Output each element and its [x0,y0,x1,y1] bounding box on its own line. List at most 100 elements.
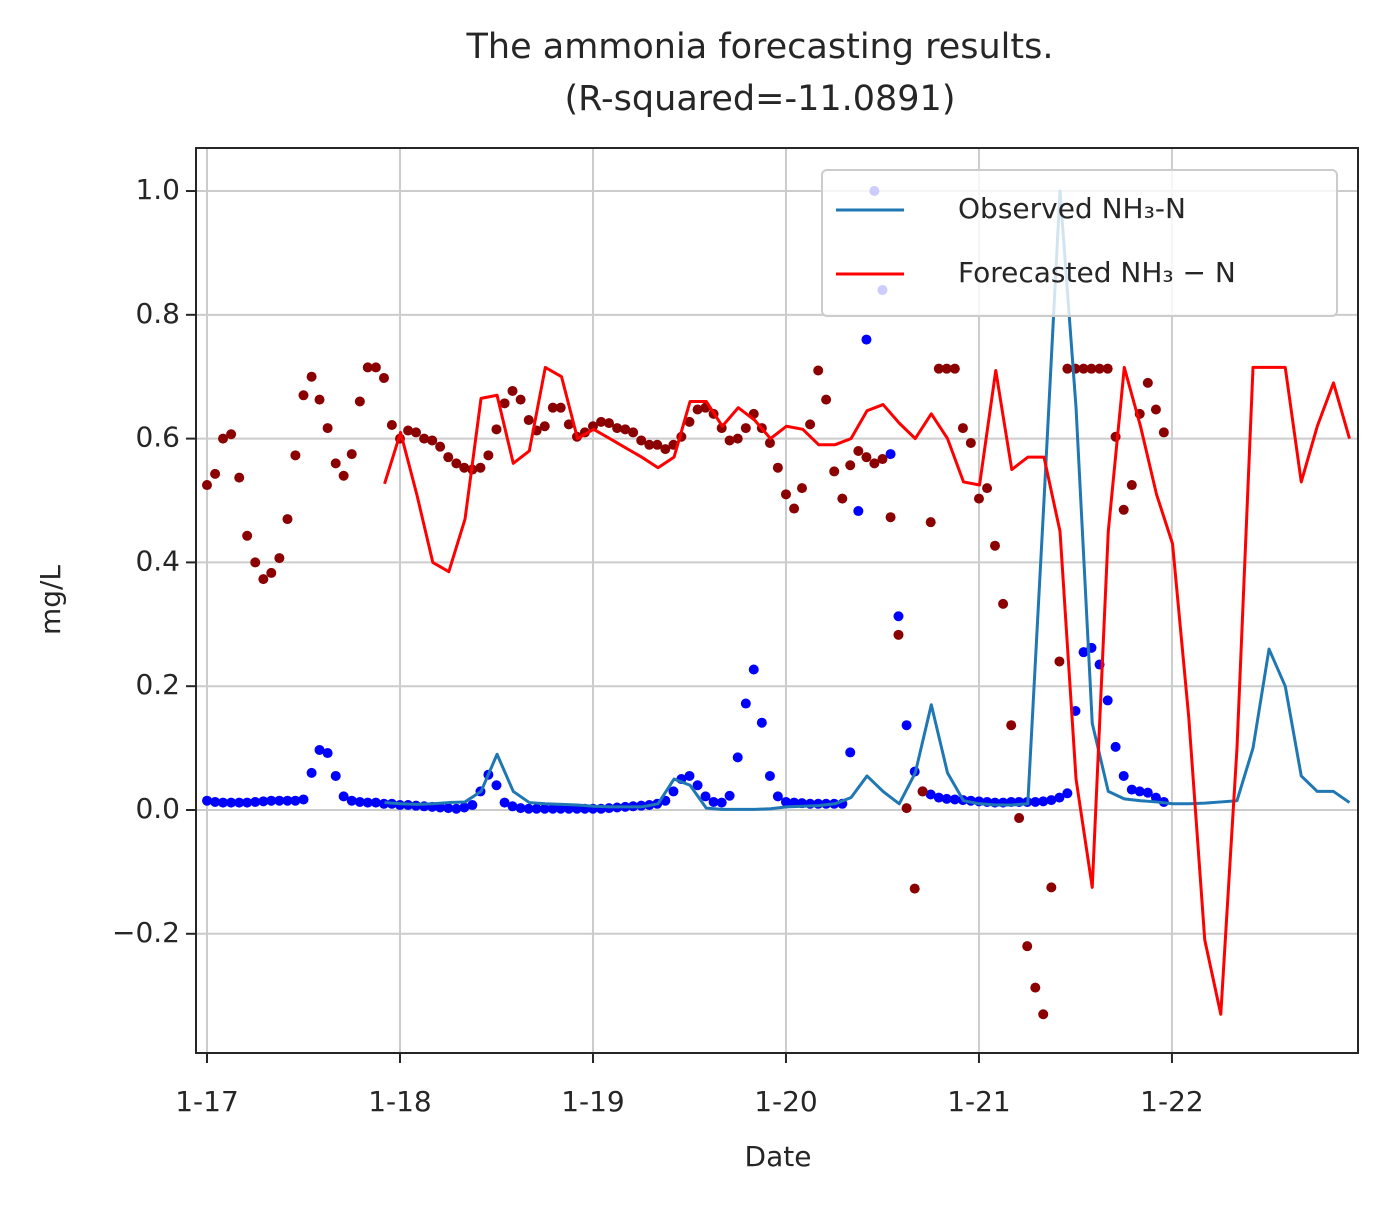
data-point [370,797,381,808]
y-tick-label: 0.2 [135,668,180,701]
data-point [837,493,848,504]
data-point [563,419,574,430]
data-point [306,767,317,778]
data-point [1006,720,1017,731]
data-point [885,512,896,523]
data-point [692,780,703,791]
data-point [242,797,253,808]
data-point [877,454,888,465]
data-point [427,435,438,446]
data-point [1142,377,1153,388]
legend: Observed NH₃-N Forecasted NH₃ − N [821,169,1338,317]
y-tick-label: −0.2 [112,916,180,949]
data-point [282,795,293,806]
data-point [620,424,631,435]
data-point [1046,882,1057,893]
data-point [491,424,502,435]
data-point [957,423,968,434]
x-tick-label: 1-19 [561,1085,625,1118]
data-point [1022,941,1033,952]
data-point [901,720,912,731]
data-point [652,439,663,450]
data-point [989,540,1000,551]
data-point [435,802,446,813]
data-point [925,517,936,528]
legend-box [821,169,1338,317]
data-point [226,797,237,808]
data-point [1110,741,1121,752]
x-tick-label: 1-22 [1140,1085,1204,1118]
data-point [354,796,365,807]
legend-label: Forecasted NH₃ − N [958,256,1236,289]
data-point [451,803,462,814]
data-point [1062,363,1073,374]
data-point [604,418,615,429]
data-point [925,789,936,800]
data-point [1150,404,1161,415]
data-point [290,450,301,461]
data-point [1094,363,1105,374]
data-point [539,421,550,432]
data-point [1030,982,1041,993]
data-point [1150,792,1161,803]
data-point [555,803,566,814]
plot-area [202,186,1351,1020]
data-point [378,372,389,383]
data-point [813,365,824,376]
data-point [314,394,325,405]
data-point [732,433,743,444]
data-point [764,437,775,448]
data-point [869,458,880,469]
data-point [1030,796,1041,807]
data-point [338,791,349,802]
data-point [515,394,526,405]
data-point [1014,813,1025,824]
x-tick-label: 1-18 [368,1085,432,1118]
data-point [234,797,245,808]
data-point [861,452,872,463]
data-point [684,416,695,427]
data-point [499,398,510,409]
data-point [282,514,293,525]
data-point [523,803,534,814]
data-point [917,786,928,797]
data-point [210,796,221,807]
data-point [973,493,984,504]
data-point [1054,792,1065,803]
data-point [1142,787,1153,798]
data-point [338,470,349,481]
data-point [684,770,695,781]
data-point [354,396,365,407]
data-point [1078,647,1089,658]
data-point [403,425,414,436]
data-point [218,797,229,808]
data-point [965,437,976,448]
data-point [362,362,373,373]
data-point [949,363,960,374]
data-point [322,423,333,434]
data-point [499,797,510,808]
data-point [202,480,213,491]
data-point [531,803,542,814]
data-point [1126,480,1137,491]
data-point [740,698,751,709]
data-point [459,802,470,813]
data-point [628,427,639,438]
data-point [893,629,904,640]
data-point [218,433,229,444]
data-point [596,416,607,427]
data-point [796,483,807,494]
data-point [1054,656,1065,667]
data-point [234,472,245,483]
data-point [475,462,486,473]
data-point [1062,788,1073,799]
y-tick-label: 0.6 [135,421,180,454]
data-point [443,803,454,814]
x-axis-label: Date [745,1140,812,1173]
data-point [1126,784,1137,795]
data-point [555,402,566,413]
data-point [724,790,735,801]
data-point [459,462,470,473]
